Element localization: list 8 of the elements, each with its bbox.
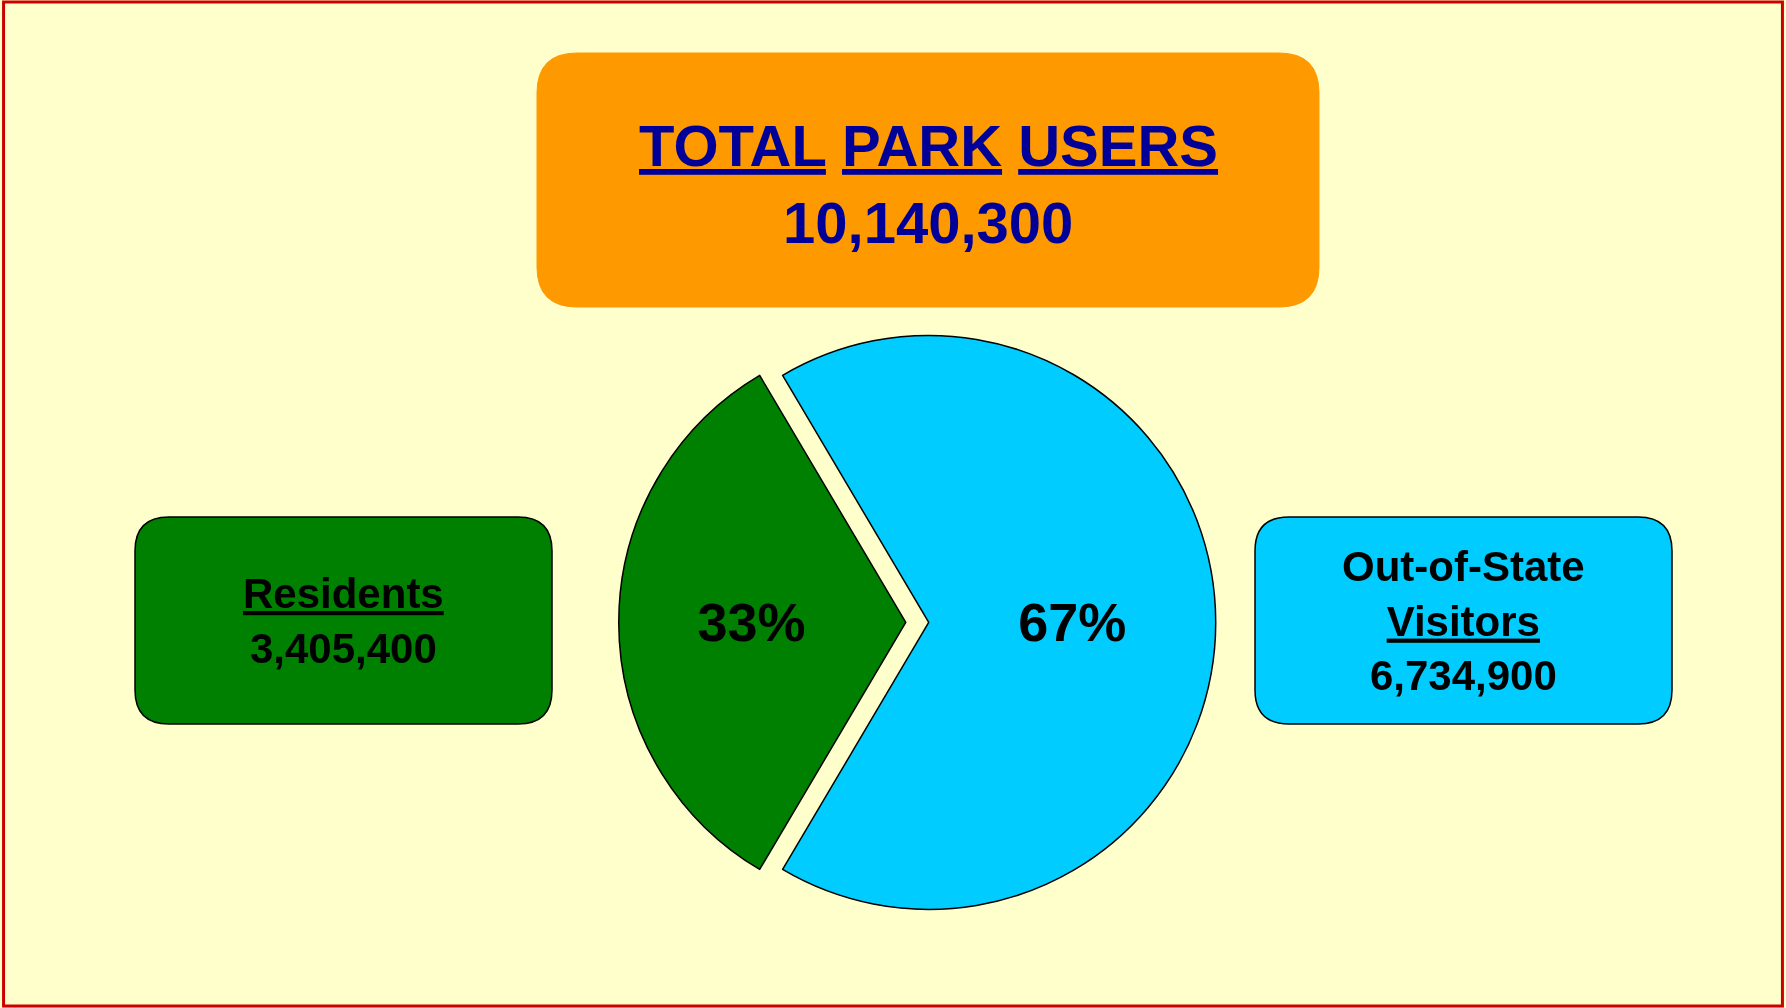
data-label: 33% (697, 592, 806, 653)
text: 3,405,400 (249, 624, 437, 672)
text: 6,734,900 (1369, 652, 1557, 700)
data-label: 67% (1018, 592, 1127, 653)
slice-label: Residents (243, 570, 444, 617)
slice-label: Out-of-State Visitors (1342, 543, 1585, 645)
chart-subtitle: 10,140,300 (783, 190, 1074, 255)
chart-title: TOTAL PARK USERS (639, 113, 1219, 178)
